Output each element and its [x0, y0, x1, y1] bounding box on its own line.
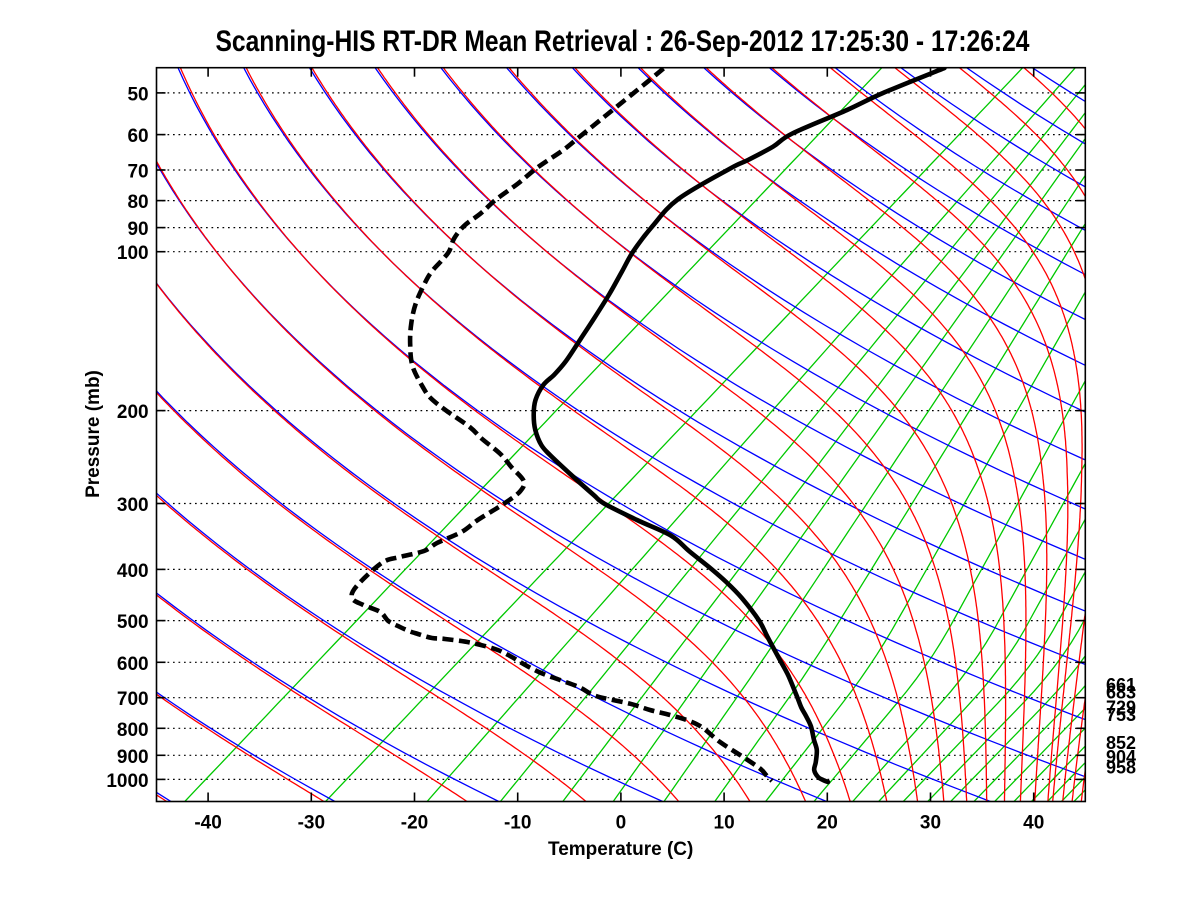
svg-text:753: 753 — [1106, 705, 1136, 725]
svg-text:500: 500 — [117, 612, 149, 633]
svg-text:904: 904 — [1106, 747, 1136, 767]
svg-text:958: 958 — [1106, 758, 1136, 778]
svg-text:40: 40 — [1023, 813, 1044, 834]
svg-text:300: 300 — [117, 495, 149, 516]
svg-text:-20: -20 — [401, 813, 428, 834]
svg-text:0: 0 — [616, 813, 627, 834]
svg-text:800: 800 — [117, 720, 149, 741]
svg-text:90: 90 — [127, 219, 148, 240]
svg-text:Scanning-HIS RT-DR Mean Retrie: Scanning-HIS RT-DR Mean Retrieval : 26-S… — [216, 25, 1030, 58]
svg-text:200: 200 — [117, 402, 149, 423]
svg-text:661: 661 — [1106, 675, 1136, 695]
svg-text:700: 700 — [117, 689, 149, 710]
svg-text:600: 600 — [117, 654, 149, 675]
svg-text:-40: -40 — [194, 813, 221, 834]
svg-text:-30: -30 — [298, 813, 325, 834]
svg-text:10: 10 — [714, 813, 735, 834]
svg-text:900: 900 — [117, 747, 149, 768]
svg-text:Pressure (mb): Pressure (mb) — [83, 370, 104, 498]
svg-text:852: 852 — [1106, 733, 1136, 753]
svg-text:80: 80 — [127, 192, 148, 213]
svg-text:20: 20 — [817, 813, 838, 834]
svg-text:729: 729 — [1106, 698, 1136, 718]
svg-text:50: 50 — [127, 84, 148, 105]
svg-text:683: 683 — [1106, 683, 1136, 703]
svg-text:400: 400 — [117, 561, 149, 582]
svg-text:-10: -10 — [504, 813, 531, 834]
svg-text:30: 30 — [920, 813, 941, 834]
svg-text:70: 70 — [127, 162, 148, 183]
svg-text:1000: 1000 — [106, 771, 148, 792]
svg-text:Temperature (C): Temperature (C) — [548, 839, 693, 860]
svg-text:100: 100 — [117, 243, 149, 264]
svg-text:60: 60 — [127, 126, 148, 147]
